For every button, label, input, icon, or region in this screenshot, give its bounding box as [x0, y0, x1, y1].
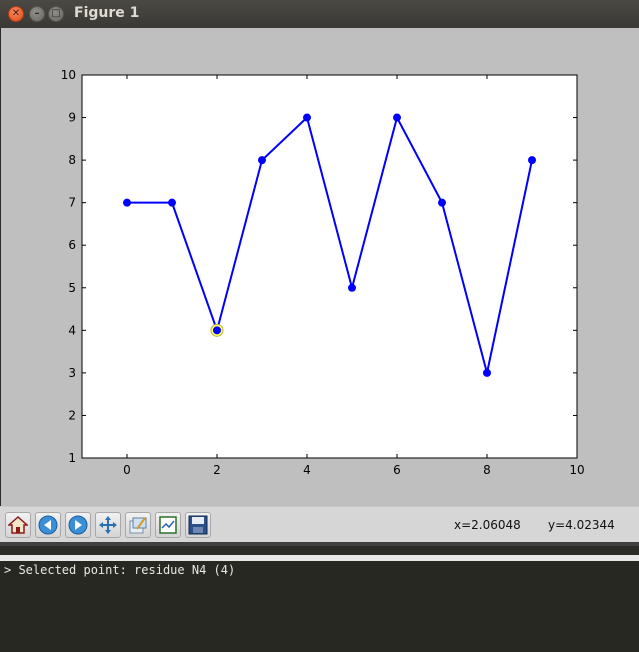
terminal-output-line: > Selected point: residue N4 (4) — [4, 563, 236, 577]
back-button[interactable] — [35, 512, 61, 538]
y-coordinate-readout: y=4.02344 — [548, 518, 615, 532]
home-icon — [8, 515, 28, 534]
pan-button[interactable] — [95, 512, 121, 538]
pan-icon — [99, 516, 117, 534]
y-tick-label: 4 — [68, 323, 76, 337]
data-point[interactable] — [393, 113, 401, 122]
minimize-window-button[interactable]: – — [29, 6, 45, 22]
x-tick-label: 10 — [569, 463, 584, 477]
y-tick-label: 8 — [68, 153, 76, 167]
data-point[interactable] — [483, 368, 491, 377]
window-gap — [0, 546, 639, 555]
figure-canvas[interactable]: 0 2 4 6 8 10 1 2 3 4 5 6 7 8 9 10 — [1, 28, 639, 506]
data-point[interactable] — [438, 198, 446, 207]
home-button[interactable] — [5, 512, 31, 538]
plot-area[interactable] — [81, 74, 578, 459]
maximize-window-button[interactable]: □ — [48, 6, 64, 22]
data-point[interactable] — [528, 156, 536, 165]
terminal-panel[interactable]: > Selected point: residue N4 (4) — [0, 561, 639, 652]
x-coordinate-readout: x=2.06048 — [454, 518, 521, 532]
x-tick-label: 6 — [393, 463, 401, 477]
window-border — [0, 542, 639, 546]
zoom-rect-icon — [159, 516, 177, 534]
window-titlebar: ✕ – □ Figure 1 — [0, 0, 639, 28]
subplots-icon — [129, 517, 147, 534]
y-tick-label: 1 — [68, 451, 76, 465]
terminal-top-border — [0, 555, 639, 561]
data-point[interactable] — [348, 283, 356, 292]
save-icon — [188, 515, 208, 535]
y-tick-label: 6 — [68, 238, 76, 252]
navigation-toolbar: x=2.06048 y=4.02344 — [0, 506, 639, 543]
data-point[interactable] — [213, 326, 221, 335]
y-tick-label: 5 — [68, 281, 76, 295]
close-window-button[interactable]: ✕ — [8, 6, 24, 22]
data-point[interactable] — [303, 113, 311, 122]
subplots-button[interactable] — [125, 512, 151, 538]
y-tick-label: 9 — [68, 111, 76, 125]
save-button[interactable] — [185, 512, 211, 538]
y-tick-label: 2 — [68, 408, 76, 422]
data-point[interactable] — [168, 198, 176, 207]
series-line — [127, 114, 533, 374]
back-icon — [38, 515, 58, 535]
x-tick-label: 2 — [213, 463, 221, 477]
forward-button[interactable] — [65, 512, 91, 538]
forward-icon — [68, 515, 88, 535]
data-point[interactable] — [258, 156, 266, 165]
y-tick-label: 10 — [61, 68, 76, 82]
x-tick-label: 4 — [303, 463, 311, 477]
zoom-rect-button[interactable] — [155, 512, 181, 538]
y-tick-label: 7 — [68, 196, 76, 210]
data-point[interactable] — [123, 198, 131, 207]
x-tick-label: 8 — [483, 463, 491, 477]
y-tick-label: 3 — [68, 366, 76, 380]
x-tick-label: 0 — [123, 463, 131, 477]
window-title: Figure 1 — [74, 5, 140, 21]
